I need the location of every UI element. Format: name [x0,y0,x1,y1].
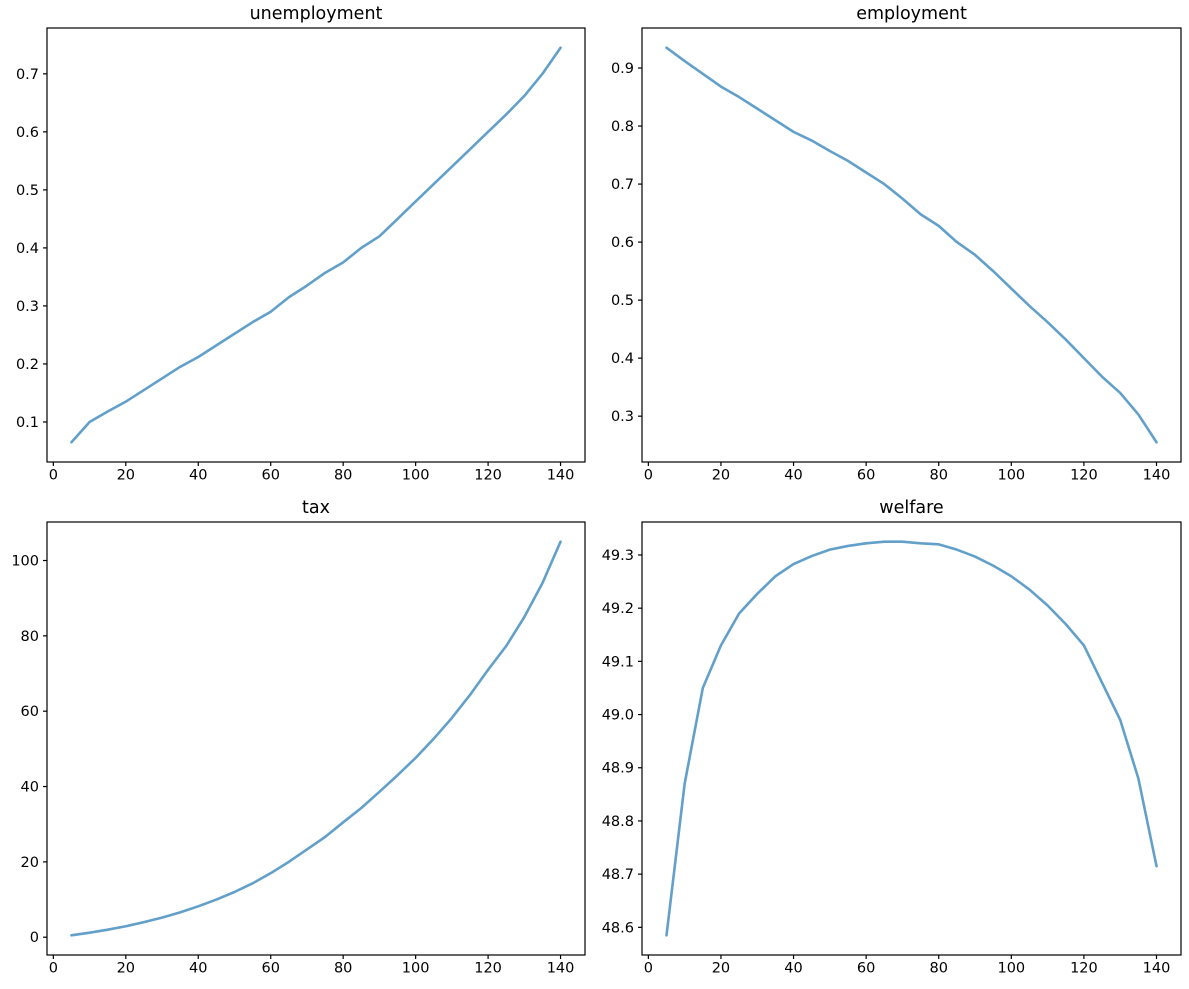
x-tick-label: 60 [857,961,875,977]
y-tick-label: 20 [21,855,39,871]
subplot-welfare: welfare 0 20 40 60 80 100 120 140 48.6 48.7 48.8 48.… [602,498,1182,977]
y-tick-label: 0.3 [611,409,634,425]
x-tick-label: 100 [997,468,1025,484]
x-tick-label: 60 [261,468,279,484]
y-tick-label: 49.0 [602,707,634,723]
x-tick-label: 20 [712,468,730,484]
axes-spines [46,27,586,463]
data-line-employment [665,46,1158,444]
x-tick-label: 120 [1070,961,1098,977]
y-tick-label: 0.1 [16,415,39,431]
y-tick-label: 40 [21,779,39,795]
x-tick-label: 40 [189,961,207,977]
y-tick-label: 0.2 [16,357,39,373]
x-tick-label: 140 [547,468,575,484]
y-tick-label: 0 [30,930,39,946]
x-tick-label: 100 [402,961,430,977]
axes-spines [641,27,1182,463]
y-tick-label: 0.7 [611,177,634,193]
y-tick-label: 0.6 [611,235,634,251]
x-tick-label: 140 [547,961,575,977]
x-tick-label: 80 [929,961,947,977]
plot-title-tax: tax [302,498,330,518]
plot-title-welfare: welfare [879,498,943,518]
y-tick-label: 80 [21,629,39,645]
y-tick-label: 0.5 [16,183,39,199]
x-tick-label: 140 [1143,468,1171,484]
x-tick-label: 80 [334,468,352,484]
y-tick-label: 49.1 [602,654,634,670]
y-tick-label: 48.9 [602,761,634,777]
y-tick-label: 60 [21,704,39,720]
x-tick-label: 20 [712,961,730,977]
y-tick-label: 48.8 [602,814,634,830]
subplot-unemployment: unemployment 0 20 40 60 80 100 120 140 0.1 0.2 0.3 0… [16,4,586,484]
y-tick-label: 0.5 [611,293,634,309]
data-line-unemployment [70,46,562,444]
y-tick-label: 0.6 [16,125,39,141]
subplot-tax: tax 0 20 40 60 80 100 120 140 0 20 40 60 80 100 [11,498,586,977]
x-tick-label: 140 [1143,961,1171,977]
plot-title-employment: employment [856,4,967,24]
subplot-employment: employment 0 20 40 60 80 100 120 140 0.3 0.4 0.5 0.6… [611,4,1182,484]
x-tick-label: 80 [334,961,352,977]
axes-spines [641,521,1182,956]
x-tick-label: 0 [644,468,653,484]
x-tick-label: 80 [929,468,947,484]
y-tick-label: 0.3 [16,299,39,315]
y-tick-label: 49.2 [602,601,634,617]
y-tick-label: 0.4 [16,241,39,257]
data-line-welfare [665,540,1158,937]
x-tick-label: 100 [402,468,430,484]
y-tick-label: 0.9 [611,61,634,77]
x-tick-label: 20 [117,961,135,977]
x-tick-label: 100 [997,961,1025,977]
y-tick-label: 0.7 [16,67,39,83]
y-tick-label: 100 [11,553,39,569]
x-tick-label: 0 [49,961,58,977]
plot-title-unemployment: unemployment [250,4,383,24]
x-tick-label: 20 [117,468,135,484]
x-tick-label: 0 [49,468,58,484]
y-tick-label: 48.7 [602,867,634,883]
y-tick-label: 49.3 [602,548,634,564]
data-line-tax [70,540,562,937]
x-tick-label: 60 [261,961,279,977]
x-tick-label: 40 [189,468,207,484]
x-tick-label: 40 [784,468,802,484]
x-tick-label: 60 [857,468,875,484]
x-tick-label: 0 [644,961,653,977]
y-tick-label: 48.6 [602,920,634,936]
x-tick-label: 120 [1070,468,1098,484]
axes-spines [46,521,586,956]
x-tick-label: 40 [784,961,802,977]
x-tick-label: 120 [474,961,502,977]
y-tick-label: 0.8 [611,119,634,135]
x-tick-label: 120 [474,468,502,484]
y-tick-label: 0.4 [611,351,634,367]
